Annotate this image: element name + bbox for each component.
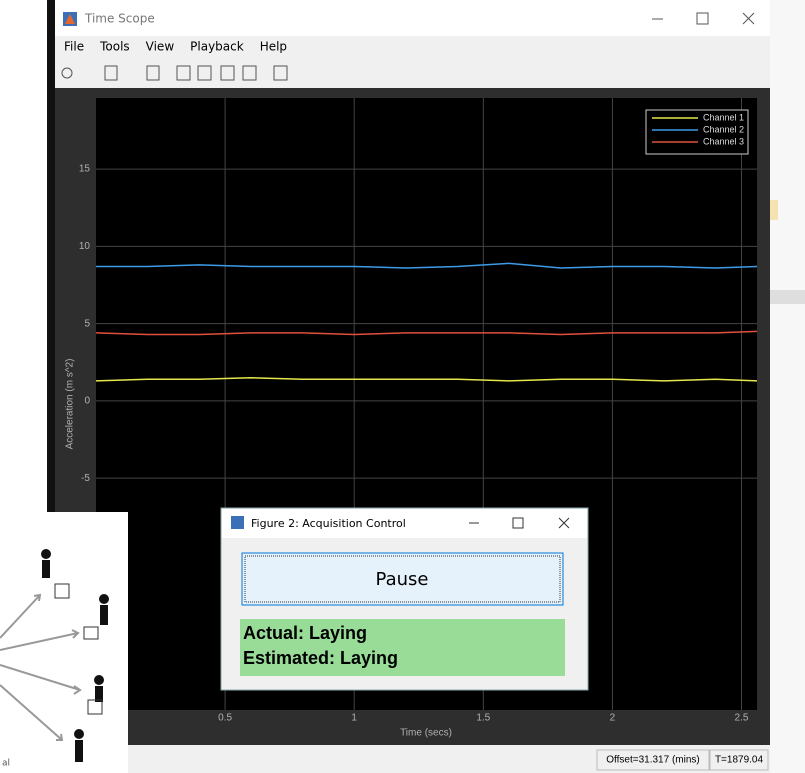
x-tick-label: 2 [610, 713, 616, 724]
layout-tool[interactable] [273, 65, 288, 81]
y-tick-label: 5 [84, 318, 90, 329]
step [83, 626, 99, 640]
trigger-tool[interactable] [146, 65, 160, 81]
figure [42, 560, 50, 578]
y-axis-label: Acceleration (m s^2) [65, 359, 76, 450]
pause-button[interactable] [241, 552, 564, 606]
stick-figures [41, 549, 109, 762]
estimated-label: Estimated: Laying [243, 648, 398, 668]
cursor-tool[interactable] [176, 65, 191, 81]
focus-ring [244, 555, 561, 603]
y-tick-label: -5 [81, 473, 90, 484]
arrows [0, 593, 82, 741]
y-tick-label: 10 [79, 241, 91, 252]
maximize-button[interactable] [696, 12, 709, 25]
window-title: Time Scope [84, 12, 155, 26]
editor-highlight [770, 290, 805, 304]
figure [99, 594, 109, 604]
peak-tool[interactable] [197, 65, 212, 81]
zoom-tool[interactable] [61, 67, 73, 79]
editor-divider [47, 0, 57, 773]
activity-image [0, 512, 128, 773]
status-panel [240, 619, 565, 676]
status-cell [596, 749, 710, 771]
bilevel-tool[interactable] [242, 65, 257, 81]
legend-label: Channel 1 [703, 112, 744, 122]
editor-right [770, 0, 805, 773]
title-bar [55, 0, 770, 36]
menu-item[interactable]: File [64, 40, 84, 54]
close-button[interactable] [742, 12, 755, 25]
y-tick-label: 15 [79, 164, 91, 175]
arrow [0, 664, 82, 695]
arrow [0, 629, 80, 651]
figure [94, 675, 104, 685]
figure [75, 740, 83, 762]
series-line [96, 262, 758, 269]
arrow [0, 684, 64, 741]
toolbar-icons [61, 65, 288, 81]
scale-tool[interactable] [104, 65, 118, 81]
actual-label: Actual: Laying [243, 623, 367, 643]
menu-item[interactable]: Tools [99, 40, 130, 54]
image-caption: al [2, 759, 10, 769]
figure [100, 605, 108, 625]
dialog-title: Figure 2: Acquisition Control [251, 517, 406, 530]
legend-label: Channel 2 [703, 124, 744, 134]
status-offset: Offset=31.317 (mins) [606, 755, 699, 766]
props [54, 583, 103, 715]
series-line [95, 376, 758, 382]
dialog-icon [231, 516, 244, 529]
x-tick-label: 2.5 [735, 713, 749, 724]
menu-bar: File Tools View Playback Help [64, 40, 287, 54]
x-tick-label: 1.5 [476, 713, 490, 724]
series-line [95, 330, 758, 336]
menu-item[interactable]: Help [260, 40, 287, 54]
toolbar [55, 60, 770, 88]
legend-label: Channel 3 [703, 136, 744, 146]
status-cell [709, 749, 769, 771]
dialog-close[interactable] [558, 517, 570, 529]
figure [95, 686, 103, 702]
x-tick-label: 1 [351, 713, 357, 724]
dialog-title-bar [222, 509, 587, 538]
menu-item[interactable]: Playback [190, 40, 244, 54]
plot-layer: -5 0 5 10 15 0.5 1 1.5 2 2.5 Channel 1 Channel 2 Cha… [79, 98, 758, 724]
menu-item[interactable]: View [146, 40, 175, 54]
dialog-maximize[interactable] [512, 517, 524, 529]
figure [74, 729, 84, 739]
pause-label: Pause [376, 569, 429, 590]
figure [41, 549, 51, 559]
arrow [0, 593, 42, 639]
status-time: T=1879.04 [715, 755, 764, 766]
editor-highlight [770, 200, 778, 220]
stats-tool[interactable] [220, 65, 235, 81]
step [54, 583, 70, 599]
y-tick-label: 0 [84, 396, 90, 407]
app-icon-glyph [65, 14, 75, 24]
chair [87, 699, 103, 715]
x-tick-label: 0.5 [218, 713, 232, 724]
x-axis-label: Time (secs) [400, 728, 452, 739]
